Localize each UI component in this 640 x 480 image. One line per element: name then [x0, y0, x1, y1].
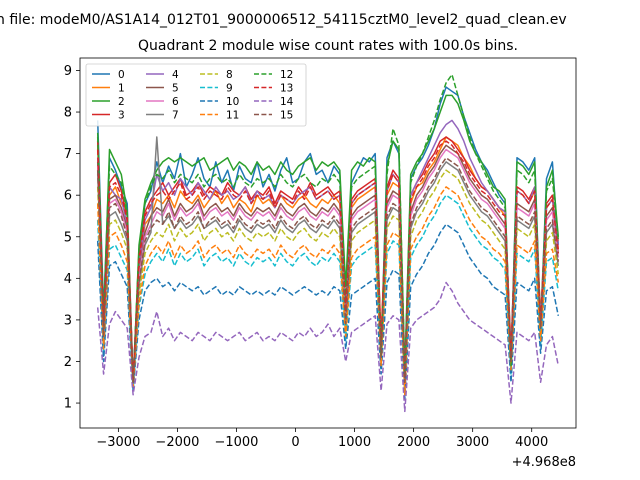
series-line-15 — [96, 157, 560, 384]
legend-label-13: 13 — [280, 82, 293, 94]
legend-label-3: 3 — [118, 109, 125, 121]
series-line-5 — [96, 144, 560, 384]
legend-label-7: 7 — [172, 109, 179, 121]
legend-label-6: 6 — [172, 96, 179, 108]
series-line-3 — [96, 136, 560, 384]
legend-label-2: 2 — [118, 96, 125, 108]
legend-label-1: 1 — [118, 82, 125, 94]
legend-label-14: 14 — [280, 96, 294, 108]
chart-title: Quadrant 2 module wise count rates with … — [138, 38, 518, 54]
x-tick-label: 3000 — [456, 435, 489, 450]
series-line-11 — [96, 186, 560, 396]
legend-label-5: 5 — [172, 82, 179, 94]
x-tick-label: 1000 — [338, 435, 371, 450]
series-line-6 — [96, 148, 560, 384]
y-tick-label: 9 — [64, 64, 72, 79]
y-tick-label: 6 — [64, 189, 72, 204]
series-line-8 — [96, 169, 560, 392]
y-tick-label: 1 — [64, 397, 72, 412]
legend-label-0: 0 — [118, 69, 125, 81]
axes-frame — [79, 57, 577, 429]
y-tick-label: 4 — [64, 272, 72, 287]
series-line-4 — [96, 119, 560, 379]
legend-label-9: 9 — [226, 82, 233, 94]
y-tick-label: 7 — [64, 147, 72, 162]
series-line-9 — [96, 194, 560, 396]
series-line-10 — [96, 223, 560, 400]
legend-label-15: 15 — [280, 109, 293, 121]
y-axis: 1 2 3 4 5 6 7 8 9 — [64, 64, 80, 412]
y-tick-label: 2 — [64, 355, 72, 370]
series-layer — [96, 73, 560, 413]
legend-label-4: 4 — [172, 69, 179, 81]
series-line-13 — [96, 140, 560, 384]
y-tick-label: 8 — [64, 106, 72, 121]
x-tick-label: 4000 — [515, 435, 548, 450]
x-tick-label: −2000 — [155, 435, 199, 450]
x-tick-label: −1000 — [214, 435, 258, 450]
legend-label-10: 10 — [226, 96, 239, 108]
y-tick-label: 3 — [64, 313, 72, 328]
x-tick-label: −3000 — [96, 435, 140, 450]
legend-label-12: 12 — [280, 69, 293, 81]
legend-box — [85, 63, 307, 127]
y-tick-label: 5 — [64, 230, 72, 245]
series-line-14 — [96, 281, 560, 413]
series-line-2 — [96, 94, 560, 388]
x-tick-label: 2000 — [397, 435, 430, 450]
x-tick-label: 0 — [291, 435, 299, 450]
series-line-12 — [96, 73, 560, 384]
x-axis: −3000 −2000 −1000 0 1000 2000 3000 4000 — [96, 428, 548, 450]
figure-suptitle: n file: modeM0/AS1A14_012T01_9000006512_… — [0, 12, 567, 28]
legend-label-8: 8 — [226, 69, 233, 81]
x-offset-label: +4.968e8 — [512, 455, 576, 470]
legend-label-11: 11 — [226, 109, 239, 121]
